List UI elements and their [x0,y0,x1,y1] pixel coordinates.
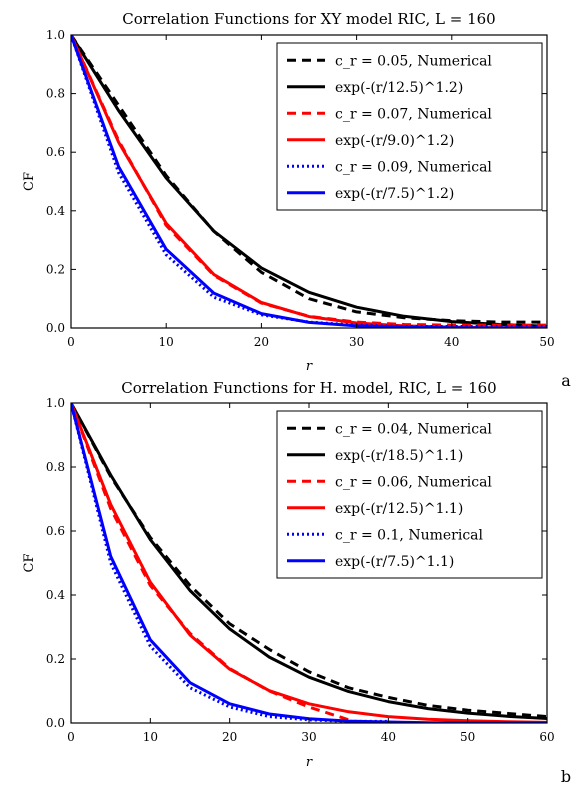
y-axis-label: CF [22,172,37,191]
x-tick-label: 60 [539,730,554,744]
legend-entry-5: c_r = 0.09, Numerical [335,159,492,175]
legend-entry-6: exp(-(r/7.5)^1.1) [335,554,454,570]
series-line-2 [71,403,547,720]
legend-entry-3: c_r = 0.07, Numerical [335,106,492,122]
panel-label: a [561,371,571,390]
x-tick-label: 10 [143,730,158,744]
legend-box [276,42,543,211]
y-tick-label: 1.0 [46,28,65,42]
y-tick-label: 0.2 [46,262,65,276]
legend-entry-3: c_r = 0.06, Numerical [335,474,492,490]
legend-entry-1: c_r = 0.04, Numerical [335,421,492,437]
y-tick-label: 0.6 [46,524,65,538]
legend-entry-6: exp(-(r/7.5)^1.2) [335,186,454,202]
x-tick-label: 0 [67,335,75,349]
y-tick-label: 0.8 [46,87,65,101]
x-tick-label: 30 [349,335,364,349]
panel-label: b [561,767,571,786]
x-tick-label: 30 [301,730,316,744]
x-axis-label: r [306,359,313,374]
x-tick-label: 0 [67,730,75,744]
y-tick-label: 1.0 [46,396,65,410]
legend-entry-4: exp(-(r/9.0)^1.2) [335,133,454,149]
legend: c_r = 0.05, Numerical exp(-(r/12.5)^1.2) c… [276,42,543,211]
chart-panel-a: Correlation Functions for XY model RIC, … [22,10,571,390]
y-tick-label: 0.0 [46,321,65,335]
y-tick-label: 0.8 [46,460,65,474]
x-tick-label: 10 [159,335,174,349]
series-line-2 [71,35,547,328]
chart-title: Correlation Functions for XY model RIC, … [122,10,495,28]
y-axis-label: CF [22,554,37,573]
plot-frame [70,34,548,329]
series-line-1 [71,35,547,324]
legend-entry-2: exp(-(r/12.5)^1.2) [335,80,463,96]
x-tick-label: 40 [381,730,396,744]
legend-box [276,410,543,579]
x-tick-label: 20 [254,335,269,349]
y-tick-label: 0.4 [46,588,65,602]
x-axis-label: r [306,755,313,770]
legend-entry-5: c_r = 0.1, Numerical [335,527,484,543]
legend-entry-1: c_r = 0.05, Numerical [335,53,492,69]
chart-title: Correlation Functions for H. model, RIC,… [121,379,496,397]
y-tick-label: 0.2 [46,652,65,666]
x-tick-label: 50 [460,730,475,744]
x-tick-label: 40 [444,335,459,349]
x-tick-label: 20 [222,730,237,744]
y-tick-label: 0.0 [46,716,65,730]
y-tick-label: 0.6 [46,145,65,159]
legend-entry-4: exp(-(r/12.5)^1.1) [335,501,463,517]
y-tick-label: 0.4 [46,204,65,218]
legend: c_r = 0.04, Numerical exp(-(r/18.5)^1.1) c… [276,410,543,579]
chart-panel-b: Correlation Functions for H. model, RIC,… [22,379,571,786]
legend-entry-2: exp(-(r/18.5)^1.1) [335,448,463,464]
x-tick-label: 50 [539,335,554,349]
